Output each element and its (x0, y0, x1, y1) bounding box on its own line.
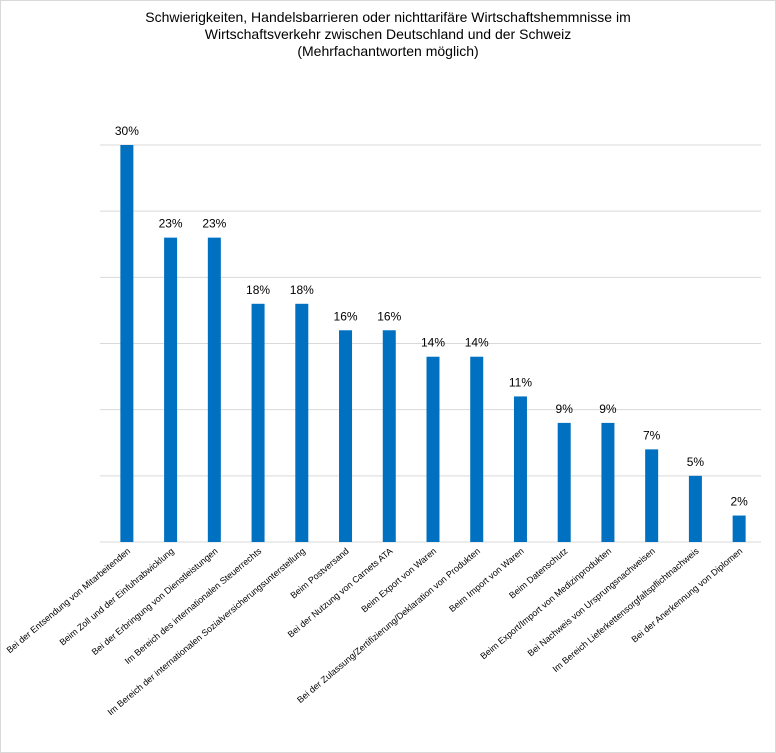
bar (557, 422, 571, 542)
value-label: 18% (290, 283, 314, 297)
chart-title: (Mehrfachantworten möglich) (297, 43, 478, 59)
value-label: 7% (643, 428, 661, 442)
bar (732, 515, 746, 542)
value-label: 11% (509, 375, 532, 389)
bar (645, 449, 659, 542)
bar (120, 145, 134, 542)
bar (426, 356, 440, 542)
bar (207, 237, 221, 542)
value-label: 2% (730, 495, 748, 509)
bar (513, 396, 527, 542)
value-label: 23% (202, 217, 226, 231)
value-label: 16% (334, 309, 358, 323)
value-label: 23% (159, 217, 183, 231)
value-label: 9% (599, 402, 617, 416)
value-label: 14% (421, 336, 445, 350)
bar (382, 330, 396, 542)
value-label: 5% (687, 455, 705, 469)
bar (164, 237, 178, 542)
bar (251, 303, 265, 542)
value-label: 18% (246, 283, 270, 297)
value-label: 30% (115, 124, 139, 138)
bar (601, 422, 615, 542)
value-label: 14% (465, 336, 489, 350)
value-label: 16% (377, 309, 401, 323)
bar (688, 475, 702, 542)
bar (295, 303, 309, 542)
bar (339, 330, 353, 542)
bar (470, 356, 484, 542)
value-label: 9% (556, 402, 574, 416)
chart-title: Wirtschaftsverkehr zwischen Deutschland … (205, 26, 572, 42)
chart-title: Schwierigkeiten, Handelsbarrieren oder n… (145, 9, 631, 25)
